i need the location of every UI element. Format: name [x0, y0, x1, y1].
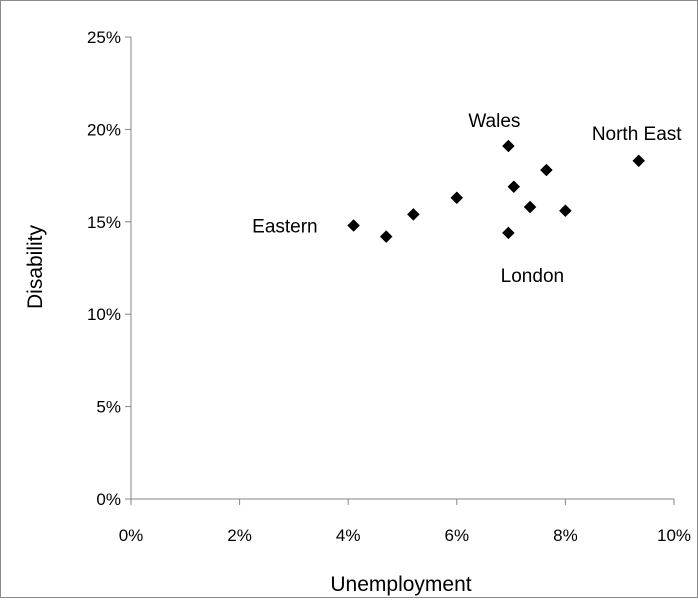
data-point: [347, 219, 360, 232]
data-point: [450, 191, 464, 205]
point-annotations: Eastern Wales London North East: [252, 111, 682, 287]
y-tick-label: 5%: [96, 398, 121, 417]
point-label: North East: [592, 124, 682, 145]
x-tick-label: 4%: [336, 526, 361, 545]
x-tick-label: 10%: [657, 526, 691, 545]
data-points: [347, 139, 646, 243]
y-tick-label: 25%: [87, 28, 121, 47]
y-tick-label: 20%: [87, 120, 121, 139]
data-point: [523, 200, 537, 214]
data-point: [632, 154, 646, 168]
point-label: London: [501, 266, 564, 287]
y-tick-label: 0%: [96, 490, 121, 509]
x-tick-label: 0%: [119, 526, 144, 545]
data-point: [502, 226, 515, 240]
data-point: [502, 139, 515, 153]
data-point: [540, 163, 553, 177]
data-point: [559, 204, 572, 218]
data-point: [507, 180, 521, 194]
point-label: Wales: [468, 111, 520, 132]
axes: [130, 37, 674, 500]
data-point: [379, 230, 393, 243]
x-tick-label: 8%: [553, 526, 578, 545]
y-tick-label: 15%: [87, 213, 121, 232]
x-tick-label: 2%: [227, 526, 252, 545]
point-label: Eastern: [252, 216, 317, 237]
data-point: [407, 208, 420, 221]
tick-marks: [125, 36, 675, 505]
y-tick-label: 10%: [87, 305, 121, 324]
y-axis-title: Disability: [24, 224, 47, 309]
x-axis-title: Unemployment: [330, 573, 471, 596]
tick-labels: 0% 5% 10% 15% 20% 25% 0% 2% 4% 6% 8% 10%: [87, 28, 691, 545]
x-tick-label: 6%: [445, 526, 470, 545]
